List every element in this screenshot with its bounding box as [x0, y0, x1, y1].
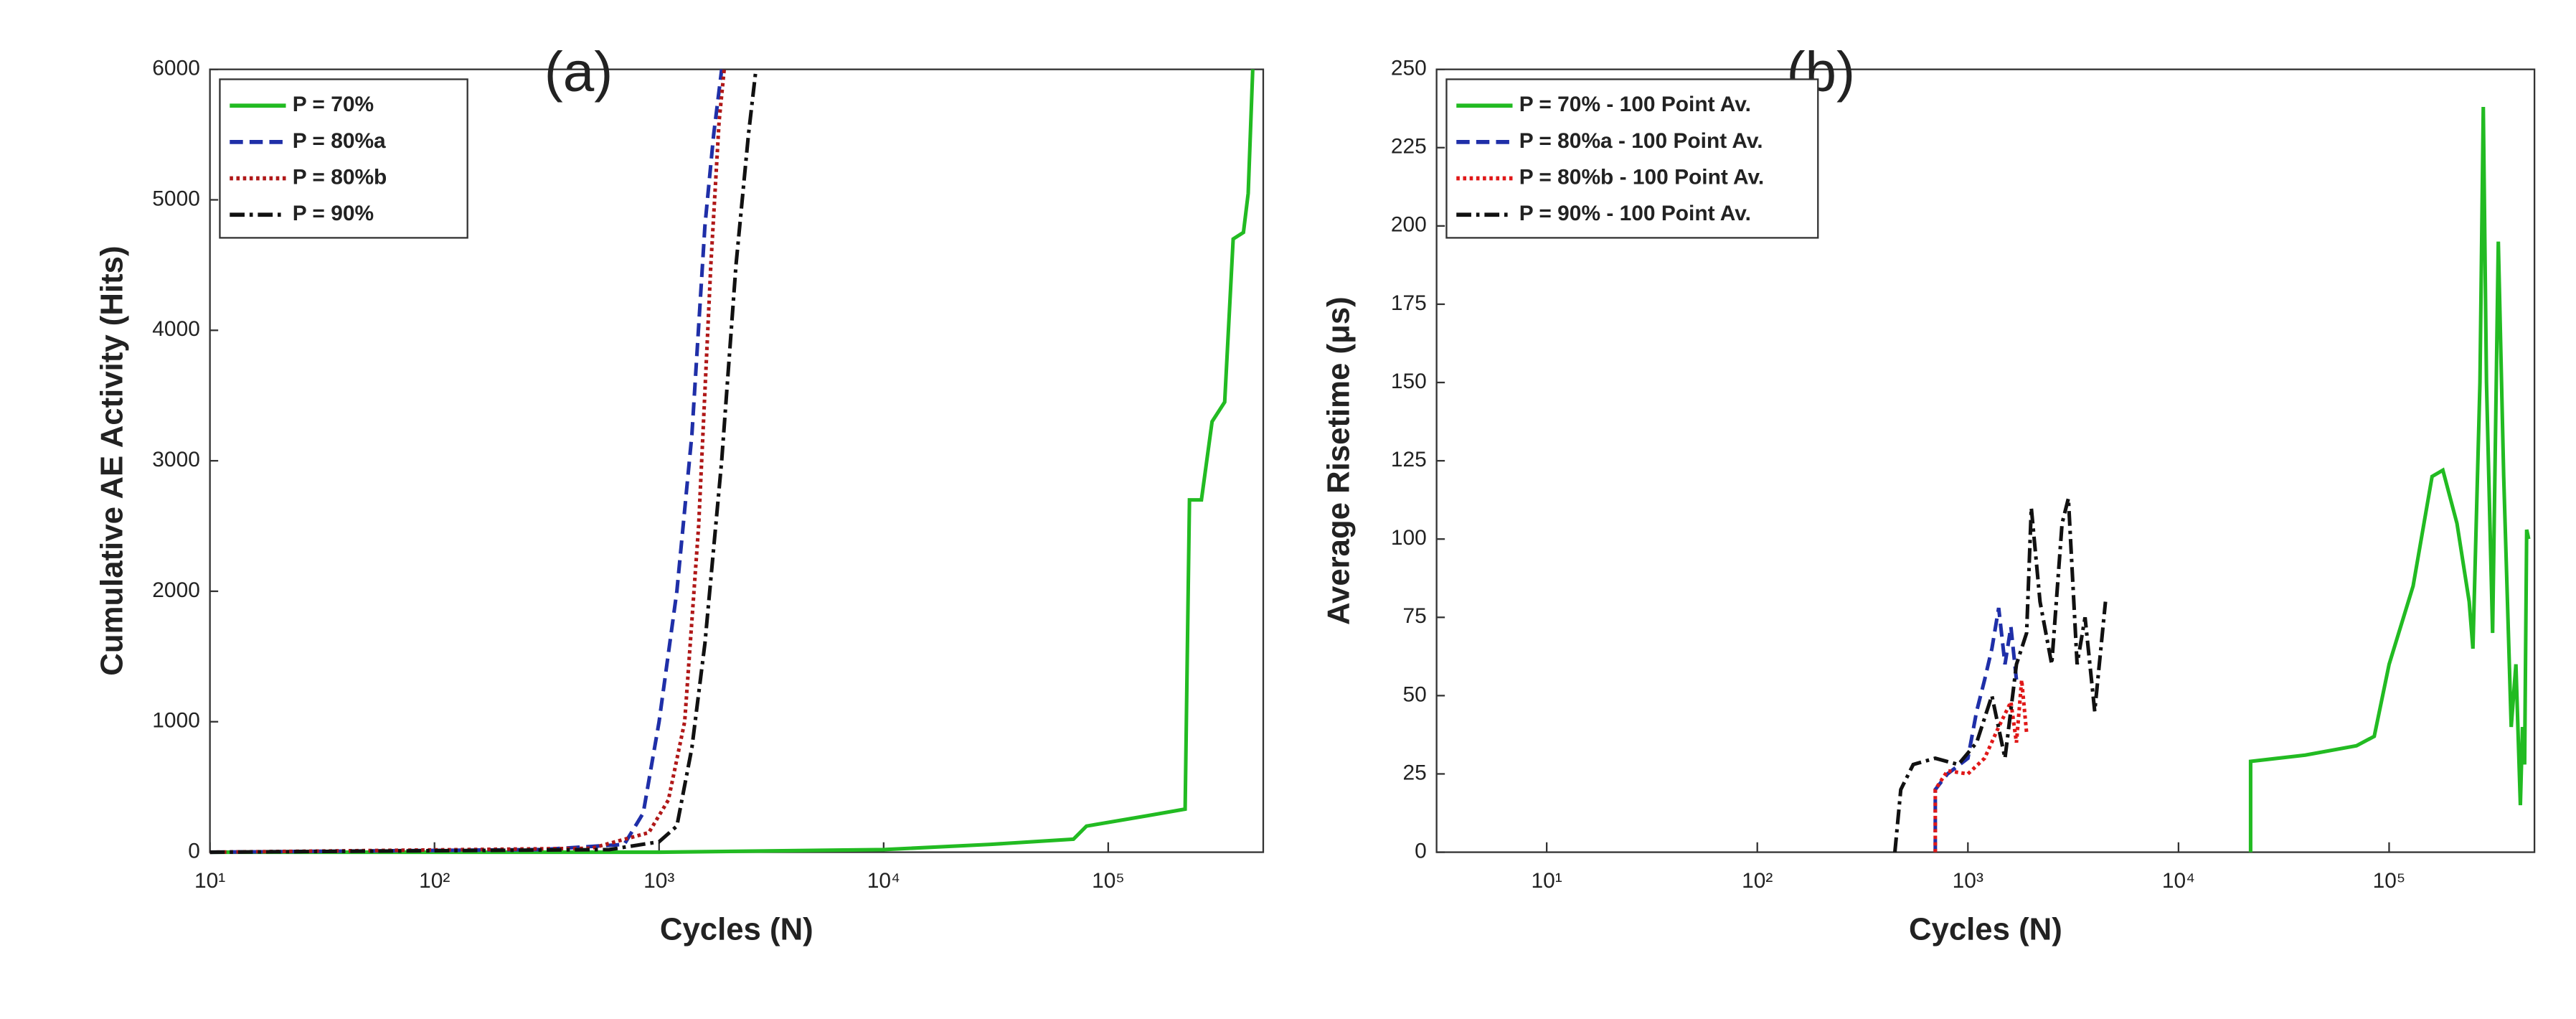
y-tick-label: 150	[1391, 370, 1427, 393]
legend-label: P = 90%	[293, 202, 374, 225]
y-tick-label: 4000	[152, 317, 200, 341]
y-tick-label: 50	[1403, 682, 1427, 706]
series-line	[1933, 680, 2029, 853]
y-tick-label: 6000	[152, 57, 200, 80]
y-tick-label: 250	[1391, 57, 1427, 80]
series-line	[209, 69, 758, 855]
y-tick-label: 100	[1391, 526, 1427, 550]
legend-label: P = 80%a	[293, 129, 386, 153]
y-tick-label: 125	[1391, 448, 1427, 471]
y-tick-label: 175	[1391, 291, 1427, 315]
series-line	[1933, 607, 2019, 853]
legend-label: P = 70%	[293, 93, 374, 116]
y-tick-label: 5000	[152, 187, 200, 210]
x-tick-label: 10¹	[194, 869, 225, 893]
legend-label: P = 80%b - 100 Point Av.	[1519, 165, 1765, 189]
x-tick-label: 10¹	[1532, 869, 1562, 893]
y-tick-label: 0	[1415, 839, 1427, 863]
x-tick-label: 10⁴	[2162, 869, 2195, 893]
y-tick-label: 3000	[152, 448, 200, 471]
legend-label: P = 80%a - 100 Point Av.	[1519, 129, 1763, 153]
y-tick-label: 225	[1391, 135, 1427, 159]
x-axis-title: Cycles (N)	[660, 912, 813, 947]
y-tick-label: 25	[1403, 761, 1427, 784]
legend-label: P = 70% - 100 Point Av.	[1519, 93, 1751, 116]
y-tick-label: 200	[1391, 213, 1427, 237]
y-tick-label: 0	[188, 839, 200, 863]
y-axis-title: Average Risetime (μs)	[1321, 296, 1357, 625]
series-line	[1892, 497, 2108, 853]
series-line	[209, 69, 727, 855]
legend-label: P = 90% - 100 Point Av.	[1519, 202, 1751, 225]
legend-label: P = 80%b	[293, 165, 387, 189]
x-tick-label: 10²	[1742, 869, 1773, 893]
y-tick-label: 1000	[152, 709, 200, 733]
x-tick-label: 10⁵	[1092, 869, 1125, 893]
x-tick-label: 10²	[419, 869, 450, 893]
x-tick-label: 10³	[1953, 869, 1983, 893]
panel-label: (a)	[544, 40, 613, 103]
x-axis-title: Cycles (N)	[1909, 912, 2062, 947]
y-tick-label: 2000	[152, 578, 200, 602]
x-tick-label: 10⁵	[2373, 869, 2406, 893]
x-tick-label: 10³	[643, 869, 674, 893]
x-tick-label: 10⁴	[867, 869, 900, 893]
y-tick-label: 75	[1403, 604, 1427, 628]
series-line	[209, 69, 1255, 855]
y-axis-title: Cumulative AE Activity (Hits)	[95, 245, 130, 675]
series-line	[2248, 106, 2531, 853]
